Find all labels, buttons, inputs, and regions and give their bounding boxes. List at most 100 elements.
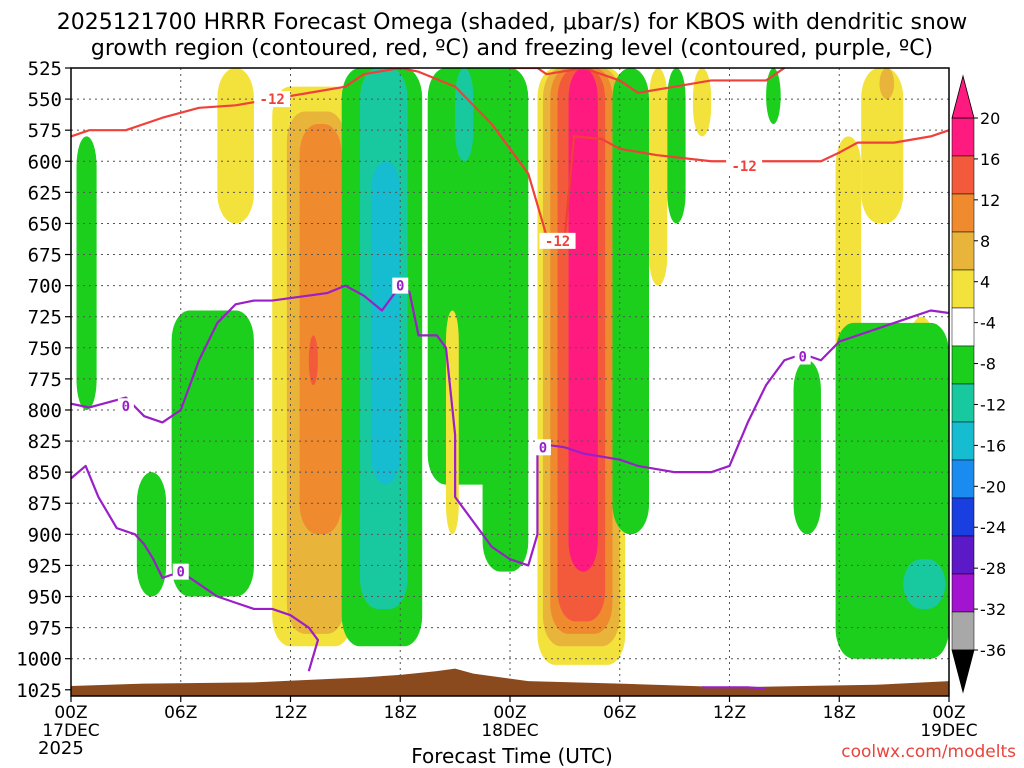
colorbar-top-arrow [951,74,975,119]
y-tick-label-8: 725 [28,307,62,329]
colorbar-band-0 [951,117,975,157]
dgz-label-0-bg [254,91,291,108]
y-tick-label-6: 675 [28,245,62,267]
colorbar-label-9: -20 [980,477,1006,496]
y-tick-label-1: 550 [28,89,62,111]
chart-title-line2: growth region (contoured, red, ºC) and f… [90,36,934,61]
y-tick-label-7: 700 [28,276,62,298]
dgz-contour-upper [71,68,949,237]
y-tick-label-9: 750 [28,338,62,360]
colorbar-band-11 [951,535,975,575]
y-tick-label-18: 975 [28,618,62,640]
omega-area-21 [766,68,781,124]
colorbar-label-0: 20 [980,109,1000,128]
dgz-label-2-bg [539,232,576,249]
freeze-label-4-bg [794,348,811,365]
freeze-label-2: 0 [396,279,404,295]
colorbar-label-2: 12 [980,191,1000,210]
omega-area-24 [171,310,254,597]
omega-area-19 [667,68,686,224]
contour-lines: -12 -12 -12 0 0 0 0 0 [71,68,949,690]
freezing-level-contour-lower [71,464,320,672]
x-tick-label-6: 12Z [713,703,746,723]
y-tick-label-5: 650 [28,213,62,235]
y-tick-label-17: 950 [28,587,62,609]
omega-area-26 [793,360,821,535]
colorbar-label-10: -24 [980,518,1006,537]
colorbar-label-8: -16 [980,436,1006,455]
colorbar-label-1: 16 [980,150,1000,169]
colorbar-label-6: -8 [980,355,996,374]
dgz-label-1: -12 [731,159,756,175]
omega-area-18 [649,68,668,286]
axes: 525 550 575 600 625 650 675 700 725 750 775 800 825 8… [16,58,977,741]
omega-area-0 [217,68,254,224]
x-axis-label: Forecast Time (UTC) [411,744,613,768]
omega-area-3 [299,123,342,535]
omega-area-30 [835,322,949,659]
colorbar-label-13: -36 [980,641,1006,660]
x-tick-label-5: 06Z [603,703,636,723]
colorbar-label-4: 4 [980,273,990,292]
omega-area-7 [370,161,401,485]
colorbar-band-13 [951,611,975,651]
omega-area-11 [482,68,529,572]
x-tick-sublabel-4: 18DEC [481,721,538,741]
colorbar-band-6 [951,345,975,385]
y-tick-label-3: 600 [28,151,62,173]
dgz-label-2: -12 [545,234,570,250]
freeze-label-0-bg [117,398,134,415]
y-tick-label-0: 525 [28,58,62,80]
colorbar-band-1 [951,155,975,195]
freeze-label-4: 0 [798,350,806,366]
omega-area-22 [76,136,97,410]
y-tick-label-10: 775 [28,369,62,391]
dgz-label-1-bg [726,158,763,175]
freeze-label-2-bg [392,277,409,294]
y-tick-label-2: 575 [28,120,62,142]
x-tick-label-8: 00Z [932,703,965,723]
y-tick-label-13: 850 [28,462,62,484]
dgz-contour-upper-2 [510,68,785,94]
x-tick-label-3: 18Z [384,703,417,723]
x-tick-label-4: 00Z [493,703,526,723]
terrain-surface [71,668,949,696]
colorbar-label-7: -12 [980,395,1006,414]
colorbar-band-10 [951,497,975,537]
omega-area-4 [308,335,318,386]
colorbar-band-7 [951,383,975,423]
x-tick-label-2: 12Z [274,703,307,723]
omega-area-9 [455,68,474,162]
freeze-label-3: 0 [539,440,547,456]
x-tick-label-7: 18Z [823,703,856,723]
y-tick-label-12: 825 [28,431,62,453]
freezing-level-contour-surface [702,686,767,690]
freeze-label-1-bg [172,563,189,580]
omega-area-20 [692,68,712,137]
y-tick-label-4: 625 [28,182,62,204]
omega-area-16 [568,68,598,572]
colorbar-label-3: 8 [980,232,990,251]
x-tick-sublabel-8: 19DEC [920,721,977,741]
x-tick-label-1: 06Z [164,703,197,723]
colorbar: 20 16 12 8 4 -4 -8 -12 -16 -20 -24 -28 -32 -36 [951,74,1006,694]
omega-area-31 [903,559,946,609]
freeze-label-1: 0 [177,565,185,581]
colorbar-band-9 [951,459,975,499]
y-tick-label-11: 800 [28,400,62,422]
dgz-label-0: -12 [260,92,285,108]
colorbar-label-5: -4 [980,314,996,333]
colorbar-label-12: -32 [980,600,1006,619]
y-tick-label-15: 900 [28,524,62,546]
x-tick-label-0: 00Z [54,703,87,723]
omega-area-17 [612,68,650,535]
x-axis-year: 2025 [38,738,84,759]
omega-area-27 [861,68,904,224]
colorbar-band-5 [951,307,975,347]
y-tick-label-14: 875 [28,493,62,515]
colorbar-band-4 [951,269,975,309]
x-tick-sublabel-0: 17DEC [42,721,99,741]
colorbar-bottom-arrow [951,649,975,694]
omega-area-28 [879,68,895,100]
